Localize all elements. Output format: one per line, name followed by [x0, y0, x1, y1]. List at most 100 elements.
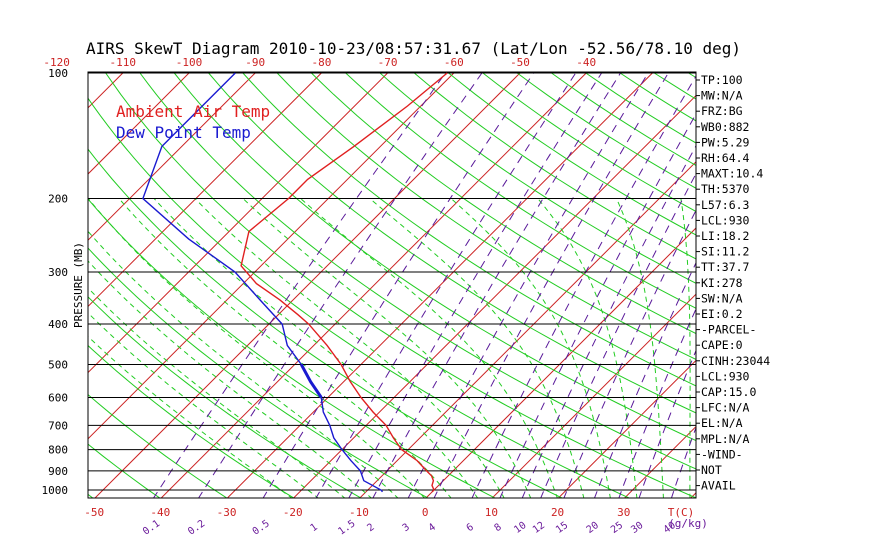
dry-adiabat-line: [88, 247, 429, 498]
dry-adiabat-line: [173, 72, 696, 442]
moist-adiabat-line: [153, 198, 479, 498]
pressure-tick-label: 300: [48, 266, 68, 279]
dry-adiabat-line: [88, 344, 295, 498]
mixing-ratio-tick-label: 0.5: [251, 518, 272, 537]
top-temperature-tick-label: -100: [176, 56, 203, 69]
stability-index-label: SW:N/A: [701, 291, 743, 305]
mixing-ratio-tick-label: 2: [365, 522, 376, 534]
top-temperature-tick-label: -50: [510, 56, 530, 69]
moist-adiabat-line: [194, 198, 505, 498]
stability-index-label: -WIND-: [701, 447, 743, 461]
stability-index-label: CAP:15.0: [701, 385, 756, 399]
isotherm-line: [557, 359, 696, 498]
moist-adiabat-line: [300, 198, 558, 498]
legend-dew-point-temp: Dew Point Temp: [116, 123, 251, 142]
top-temperature-tick-label: -40: [576, 56, 596, 69]
mixing-ratio-tick-label: 8: [493, 522, 504, 534]
pressure-tick-label: 800: [48, 444, 68, 457]
isotherm-line: [0, 73, 57, 499]
stability-index-label: LFC:N/A: [701, 401, 750, 415]
bottom-temperature-tick-label: 0: [422, 506, 429, 519]
moist-adiabat-line: [88, 287, 346, 498]
pressure-tick-label: 600: [48, 391, 68, 404]
mixing-ratio-line: [540, 172, 696, 498]
moist-adiabat-line: [242, 198, 532, 498]
stability-index-label: AVAIL: [701, 479, 736, 493]
stability-index-label: -PARCEL-: [701, 323, 756, 337]
stability-index-label: RH:64.4: [701, 151, 750, 165]
pressure-tick-label: 400: [48, 318, 68, 331]
stability-index-label: TH:5370: [701, 182, 750, 196]
mixing-ratio-line: [563, 209, 696, 498]
dewpoint-profile-emphasis: [299, 363, 323, 399]
bottom-temperature-tick-label: -40: [150, 506, 170, 519]
mixing-ratio-tick-label: 1: [309, 522, 320, 534]
mixing-ratio-tick-label: 0.1: [141, 518, 162, 537]
dry-adiabat-line: [276, 72, 696, 360]
dry-adiabat-line: [139, 72, 696, 470]
dry-adiabat-line: [311, 72, 696, 335]
mixing-ratio-tick-label: 0.2: [186, 518, 207, 537]
stability-index-label: MAXT:10.4: [701, 167, 763, 181]
isotherm-line: [292, 94, 696, 498]
bottom-temperature-tick-label: -50: [84, 506, 104, 519]
plot-frame: [87, 71, 697, 499]
dry-adiabat-line: [208, 72, 696, 414]
bottom-temperature-tick-label: -10: [349, 506, 369, 519]
dry-adiabat-line: [345, 72, 696, 309]
isotherm-line: [226, 72, 653, 498]
stability-index-label: NOT: [701, 463, 722, 477]
mixing-ratio-line: [638, 349, 696, 498]
pressure-tick-label: 900: [48, 465, 68, 478]
isotherm-line: [88, 72, 455, 440]
isotherm-line: [94, 72, 521, 498]
stability-index-label: KI:278: [701, 276, 743, 290]
dry-adiabat-line: [551, 72, 696, 167]
stability-index-label: MW:N/A: [701, 89, 743, 103]
dry-adiabat-line: [516, 72, 696, 189]
pressure-tick-label: 100: [48, 67, 68, 80]
pressure-tick-label: 500: [48, 358, 68, 371]
isotherm-line: [160, 72, 587, 498]
stability-index-label: CAPE:0: [701, 338, 743, 352]
bottom-temperature-tick-label: 20: [551, 506, 564, 519]
moist-adiabat-line: [537, 198, 638, 498]
dry-adiabat-line: [413, 72, 696, 260]
isotherm-line: [88, 72, 124, 109]
bottom-temperature-tick-label: 10: [485, 506, 498, 519]
dry-adiabat-line: [88, 393, 228, 498]
isotherm-line: [623, 425, 696, 498]
mixing-ratio-line: [433, 72, 669, 498]
mixing-ratio-line: [372, 72, 621, 498]
bottom-temperature-tick-label: 30: [617, 506, 630, 519]
top-temperature-tick-label: -90: [245, 56, 265, 69]
isotherm-line: [88, 72, 256, 241]
mixing-ratio-line: [262, 72, 535, 498]
mixing-ratio-tick-label: 10: [512, 520, 528, 536]
mixing-ratio-line: [521, 144, 696, 498]
mixing-ratio-tick-label: 3: [401, 522, 412, 534]
dry-adiabat-line: [88, 296, 362, 498]
isotherm-line: [88, 72, 322, 308]
dry-adiabat-line: [379, 72, 696, 284]
stability-index-label: WB0:882: [701, 120, 749, 134]
stability-index-label: LCL:930: [701, 369, 750, 383]
isotherm-line: [425, 227, 696, 498]
moist-adiabat-line: [118, 198, 452, 498]
mixing-ratio-tick-label: 15: [554, 520, 570, 536]
stability-index-label: LCL:930: [701, 213, 750, 227]
top-temperature-tick-label: -120: [43, 56, 70, 69]
mixing-ratio-line: [407, 72, 649, 498]
stability-index-label: SI:11.2: [701, 245, 749, 259]
pressure-tick-label: 1000: [42, 484, 69, 497]
top-temperature-tick-label: -70: [378, 56, 398, 69]
dry-adiabat-line: [0, 73, 27, 499]
stability-index-label: TT:37.7: [701, 260, 750, 274]
dry-adiabat-line: [448, 72, 696, 236]
x-axis-unit-label: T(C): [668, 506, 695, 519]
y-axis-label: PRESSURE (MB): [72, 242, 85, 328]
dry-adiabat-line: [482, 72, 696, 213]
dry-adiabat-line: [105, 72, 696, 498]
stability-index-label: MPL:N/A: [701, 432, 750, 446]
